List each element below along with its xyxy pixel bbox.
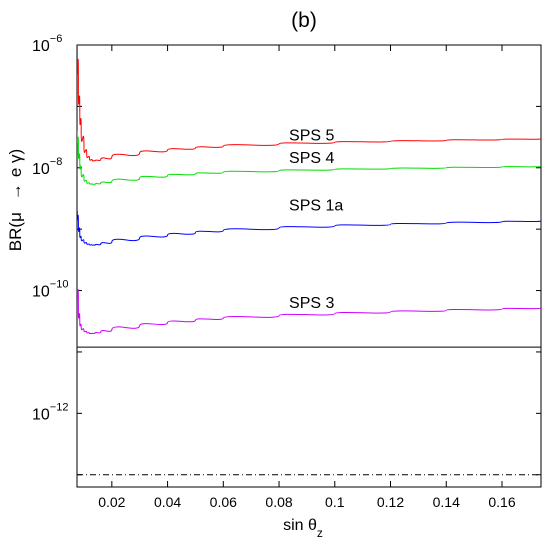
series-label-sps-1a: SPS 1a xyxy=(289,198,343,215)
plot-area: 0.02 0.04 0.06 0.08 0.1 0.12 0.14 0.16 10−6 10−8 1… xyxy=(32,33,542,510)
x-axis-label: sin θz xyxy=(283,517,323,540)
x-tick-label: 0.02 xyxy=(98,494,125,510)
x-tick-label: 0.16 xyxy=(488,494,515,510)
series-line-sps-5 xyxy=(77,45,541,162)
plot-frame xyxy=(76,44,542,488)
x-tick-label: 0.06 xyxy=(210,494,237,510)
x-tick-label: 0.12 xyxy=(377,494,404,510)
x-tick-label: 0.04 xyxy=(154,494,181,510)
y-tick-label: 10−12 xyxy=(32,401,68,423)
y-tick-label: 10−8 xyxy=(32,156,62,178)
y-axis-label-suffix: e γ) xyxy=(6,149,25,177)
x-tick-label: 0.1 xyxy=(325,494,345,510)
y-tick-label: 10−6 xyxy=(32,33,62,55)
series-line-sps-1a xyxy=(77,210,541,246)
x-tick-label: 0.08 xyxy=(265,494,292,510)
series-label-sps-3: SPS 3 xyxy=(289,295,334,312)
y-tick-label: 10−10 xyxy=(32,279,68,301)
x-axis-label-sub: z xyxy=(317,526,323,540)
series-line-sps-3 xyxy=(77,279,541,334)
y-axis-label-prefix: BR(μ xyxy=(6,212,25,251)
series-line-sps-4 xyxy=(77,130,541,185)
svg-text:BR(μ→e γ): BR(μ → e γ) xyxy=(6,149,25,251)
y-axis-label: BR(μ → e γ) xyxy=(6,149,25,251)
x-tick-label: 0.14 xyxy=(433,494,460,510)
x-axis-label-base: sin θ xyxy=(283,517,317,534)
chart-title: (b) xyxy=(291,9,317,32)
y-axis-label-arrow: → xyxy=(6,183,25,200)
svg-text:sin θz: sin θz xyxy=(283,517,323,540)
series-label-sps-5: SPS 5 xyxy=(289,127,334,144)
series-label-sps-4: SPS 4 xyxy=(289,150,334,167)
